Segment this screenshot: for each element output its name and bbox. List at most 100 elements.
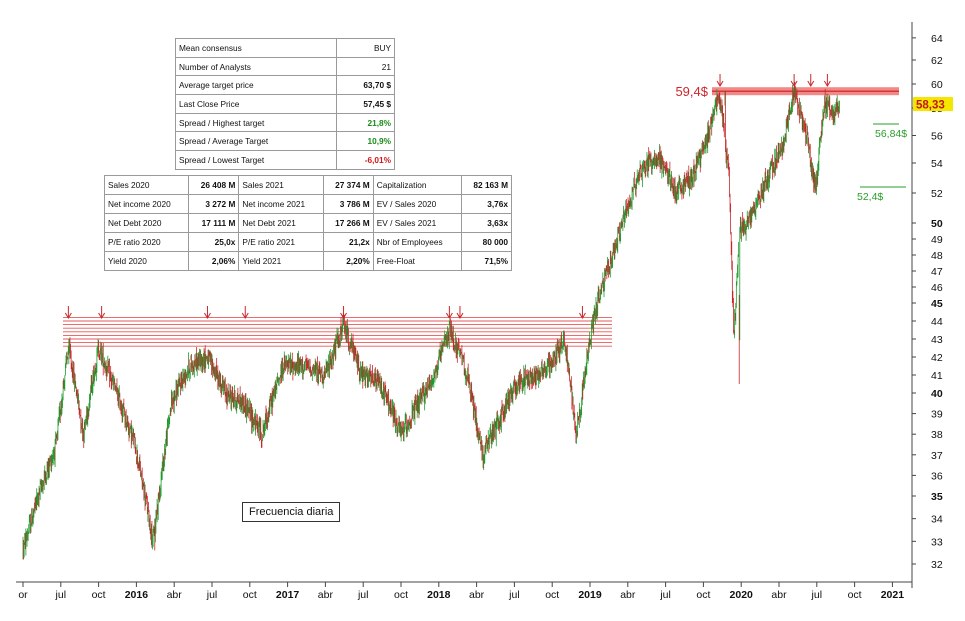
- y-tick-label: 52: [931, 188, 943, 200]
- fundamentals-value: 80 000: [460, 232, 513, 252]
- arrow-head: [241, 312, 249, 319]
- y-tick-label: 38: [931, 429, 943, 441]
- x-tick-label: oct: [696, 589, 710, 601]
- fundamentals-value: 17 111 M: [188, 213, 240, 233]
- consensus-table: Mean consensus BUY Number of Analysts 21 Ave…: [175, 38, 396, 170]
- y-tick-label: 33: [931, 536, 943, 548]
- consensus-value: -6,01%: [335, 150, 396, 170]
- x-tick-label: abr: [620, 589, 636, 601]
- fundamentals-value: 2,20%: [322, 251, 374, 271]
- level-label-56-84: 56,84$: [875, 128, 907, 140]
- y-tick-label: 32: [931, 559, 943, 571]
- x-tick-label: abr: [318, 589, 334, 601]
- fundamentals-value: 17 266 M: [322, 213, 374, 233]
- fundamentals-label: P/E ratio 2020: [103, 232, 190, 252]
- x-tick-label: jul: [508, 589, 520, 601]
- consensus-row: Mean consensus BUY: [175, 38, 396, 58]
- x-tick-label: oct: [848, 589, 862, 601]
- fundamentals-value: 2,06%: [188, 251, 240, 271]
- consensus-label: Number of Analysts: [175, 56, 337, 77]
- fundamentals-value: 3 786 M: [322, 194, 374, 214]
- fundamentals-label: Sales 2020: [103, 175, 190, 195]
- fundamentals-row: P/E ratio 2020 25,0x P/E ratio 2021 21,2x Nb…: [103, 232, 513, 252]
- fundamentals-value: 21,2x: [322, 232, 374, 252]
- consensus-value: 21: [335, 56, 396, 77]
- fundamentals-value: 71,5%: [460, 251, 513, 271]
- fundamentals-label: Yield 2021: [238, 251, 324, 271]
- y-tick-label: 54: [931, 158, 943, 170]
- arrow-head: [64, 312, 72, 319]
- fundamentals-label: Net income 2020: [103, 194, 190, 214]
- x-tick-label: jul: [659, 589, 671, 601]
- x-tick-label: 2016: [125, 589, 149, 601]
- x-tick-label: abr: [167, 589, 183, 601]
- consensus-row: Average target price 63,70 $: [175, 75, 396, 96]
- fundamentals-label: EV / Sales 2021: [372, 213, 462, 233]
- consensus-label: Last Close Price: [175, 94, 337, 114]
- y-tick-label: 46: [931, 282, 943, 294]
- fundamentals-label: Nbr of Employees: [372, 232, 462, 252]
- last-price-label: 58,33: [916, 100, 945, 112]
- y-tick-label: 42: [931, 352, 943, 364]
- y-tick-label: 60: [931, 79, 943, 91]
- x-tick-label: oct: [545, 589, 559, 601]
- consensus-row: Last Close Price 57,45 $: [175, 94, 396, 114]
- fundamentals-value: 3,63x: [460, 213, 513, 233]
- fundamentals-label: Net Debt 2021: [238, 213, 324, 233]
- x-tick-label: 2021: [881, 589, 905, 601]
- x-tick-label: abr: [771, 589, 787, 601]
- consensus-label: Spread / Highest target: [175, 112, 337, 133]
- fundamentals-label: P/E ratio 2021: [238, 232, 324, 252]
- frequency-label: Frecuencia diaria: [242, 502, 341, 522]
- y-tick-label: 56: [931, 131, 943, 143]
- arrow-head: [790, 80, 798, 87]
- fundamentals-label: EV / Sales 2020: [372, 194, 462, 214]
- fundamentals-value: 82 163 M: [460, 175, 513, 195]
- fundamentals-label: Free-Float: [372, 251, 462, 271]
- consensus-label: Spread / Lowest Target: [175, 150, 337, 170]
- y-tick-label: 40: [931, 388, 943, 400]
- y-tick-label: 47: [931, 266, 943, 278]
- fundamentals-row: Net Debt 2020 17 111 M Net Debt 2021 17 266…: [103, 213, 513, 233]
- x-tick-label: oct: [243, 589, 257, 601]
- consensus-label: Mean consensus: [175, 38, 337, 58]
- fundamentals-table: Sales 2020 26 408 M Sales 2021 27 374 M Capi…: [103, 175, 513, 271]
- consensus-value: 63,70 $: [335, 75, 396, 96]
- x-tick-label: 2017: [276, 589, 300, 601]
- x-tick-label: oct: [92, 589, 106, 601]
- arrow-head: [204, 312, 211, 319]
- fundamentals-value: 26 408 M: [188, 175, 240, 195]
- y-tick-label: 35: [931, 491, 943, 503]
- consensus-label: Spread / Average Target: [175, 131, 337, 152]
- x-tick-label: abr: [469, 589, 485, 601]
- fundamentals-value: 27 374 M: [322, 175, 374, 195]
- consensus-value: 10,9%: [335, 131, 396, 152]
- x-tick-label: jul: [811, 589, 823, 601]
- x-tick-label: 2019: [578, 589, 602, 601]
- consensus-value: 57,45 $: [335, 94, 396, 114]
- fundamentals-row: Sales 2020 26 408 M Sales 2021 27 374 M Capi…: [103, 175, 513, 195]
- arrow-head: [807, 80, 815, 87]
- y-tick-label: 41: [931, 370, 943, 382]
- y-tick-label: 45: [931, 298, 943, 310]
- consensus-row: Spread / Average Target 10,9%: [175, 131, 396, 152]
- fundamentals-label: Net income 2021: [238, 194, 324, 214]
- arrow-head: [456, 312, 464, 319]
- y-tick-label: 34: [931, 514, 943, 526]
- y-tick-label: 62: [931, 55, 943, 67]
- arrow-head: [340, 312, 347, 319]
- fundamentals-label: Yield 2020: [103, 251, 190, 271]
- x-tick-label: jul: [206, 589, 218, 601]
- arrow-head: [716, 80, 724, 87]
- y-tick-label: 48: [931, 250, 943, 262]
- consensus-row: Number of Analysts 21: [175, 56, 396, 77]
- x-tick-label: oct: [394, 589, 408, 601]
- level-label-52-4: 52,4$: [857, 191, 883, 203]
- arrow-head: [823, 80, 831, 87]
- y-tick-label: 44: [931, 316, 943, 328]
- fundamentals-label: Net Debt 2020: [103, 213, 190, 233]
- fundamentals-row: Net income 2020 3 272 M Net income 2021 3 7…: [103, 194, 513, 214]
- y-tick-label: 43: [931, 334, 943, 346]
- fundamentals-label: Sales 2021: [238, 175, 324, 195]
